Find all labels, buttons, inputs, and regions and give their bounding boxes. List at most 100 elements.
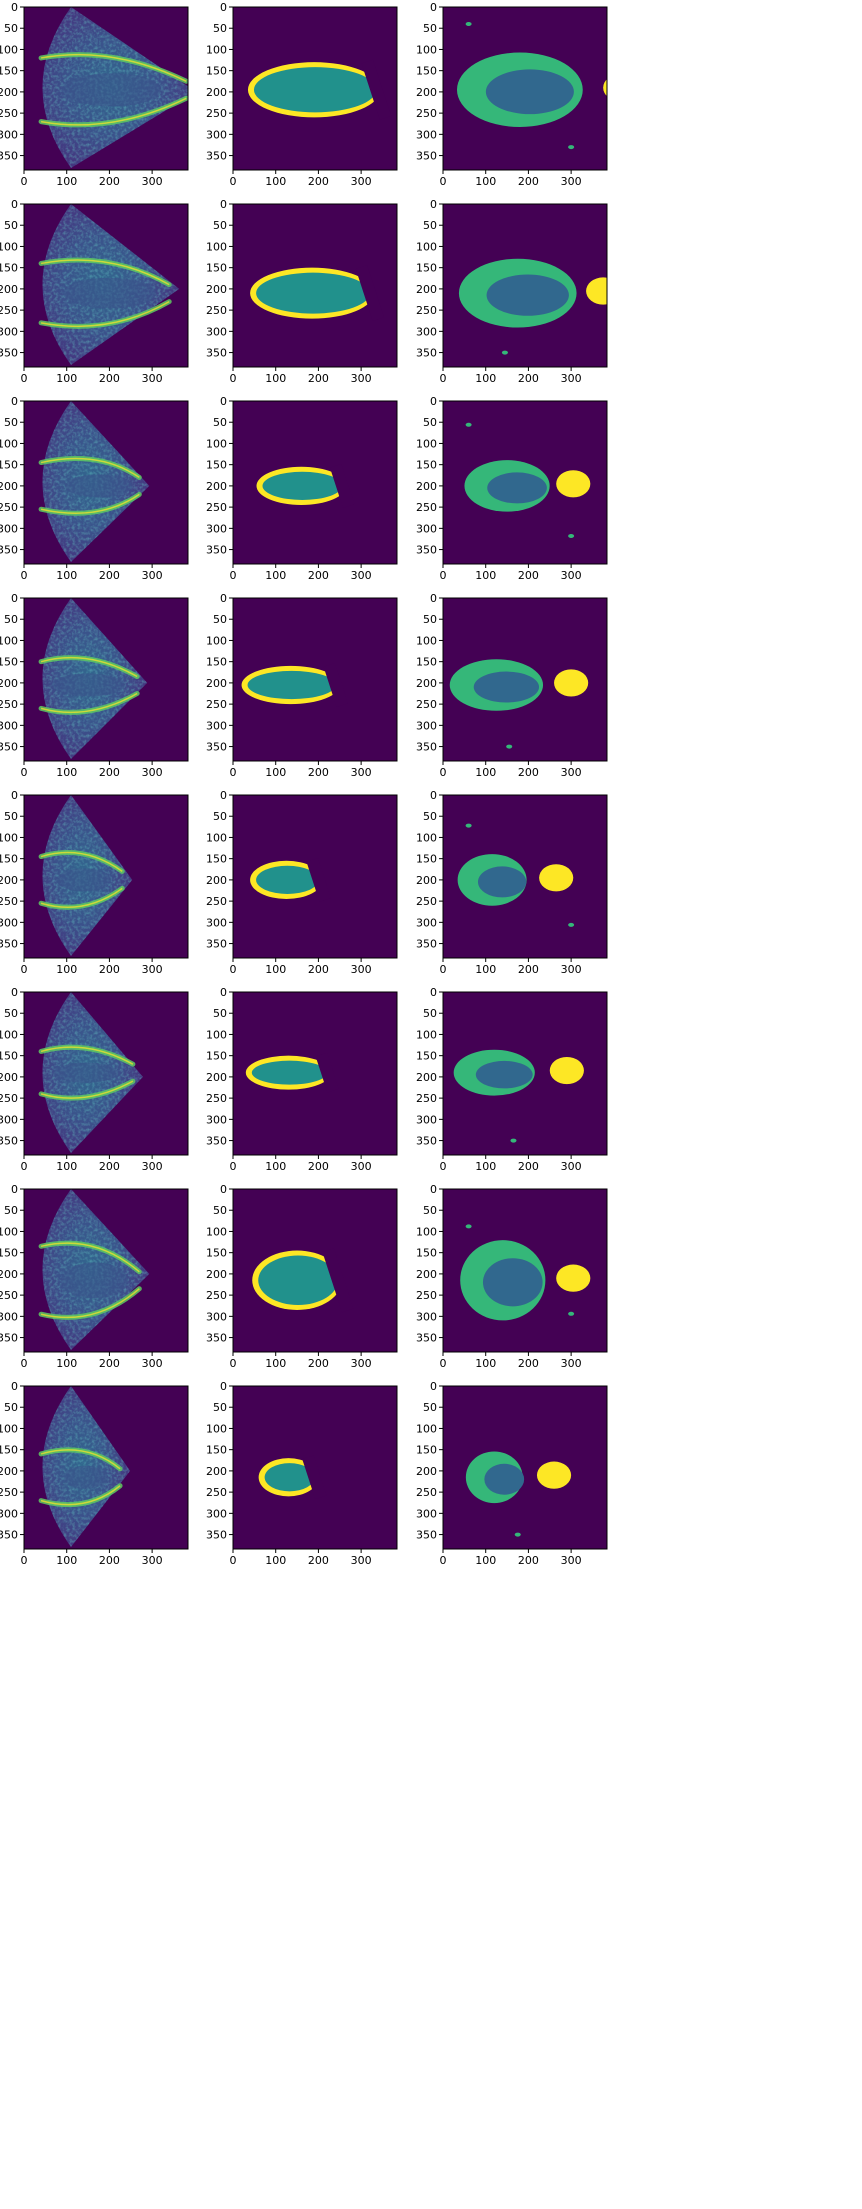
predicted-mask-panel: 0 100 200 300 0 50 100 150 200 250 300 350 [416, 592, 608, 779]
x-tick-label: 200 [99, 372, 120, 385]
ventricle-cavity [256, 272, 370, 314]
echogenic-highlight [40, 656, 138, 678]
y-tick-label: 0 [220, 1380, 227, 1393]
y-tick-label: 200 [206, 874, 227, 887]
y-tick-label: 50 [423, 416, 437, 429]
x-tick-label: 300 [142, 963, 163, 976]
y-tick-label: 150 [206, 1444, 227, 1457]
y-tick-label: 300 [206, 916, 227, 929]
y-tick-label: 200 [416, 1268, 437, 1281]
x-tick-label: 300 [351, 372, 372, 385]
panel-frame [23, 203, 189, 368]
y-tick-label: 150 [0, 1247, 18, 1260]
y-tick-label: 100 [206, 1225, 227, 1238]
x-tick-label: 0 [440, 1554, 447, 1567]
valve-cut [323, 663, 348, 707]
predicted-noise-blob [465, 422, 472, 427]
y-tick-label: 50 [4, 22, 18, 35]
y-tick-label: 50 [213, 1204, 227, 1217]
x-tick-label: 200 [99, 1357, 120, 1370]
y-tick-label: 0 [11, 198, 18, 211]
y-tick-label: 100 [0, 437, 18, 450]
echogenic-highlight [40, 1080, 134, 1099]
y-tick-label: 100 [416, 831, 437, 844]
ultrasound-image-content [24, 204, 188, 367]
y-tick-label: 100 [0, 831, 18, 844]
predicted-noise-blob [465, 823, 472, 828]
y-tick-label: 100 [0, 240, 18, 253]
y-tick-label: 350 [416, 938, 437, 951]
predicted-mask-content [443, 1189, 607, 1352]
ultrasound-image-panel: 0 100 200 300 0 50 100 150 200 250 300 350 [0, 1183, 189, 1370]
y-tick-label: 250 [416, 895, 437, 908]
x-tick-label: 0 [440, 175, 447, 188]
y-tick-label: 200 [206, 1268, 227, 1281]
predicted-noise-blob [568, 145, 575, 150]
y-tick-label: 250 [0, 107, 18, 120]
y-tick-label: 150 [416, 656, 437, 669]
y-tick-label: 350 [416, 150, 437, 163]
x-tick-label: 200 [518, 175, 539, 188]
panel-frame [232, 597, 398, 762]
x-tick-label: 300 [142, 766, 163, 779]
y-tick-label: 250 [206, 501, 227, 514]
x-tick-label: 300 [142, 372, 163, 385]
y-tick-label: 300 [416, 719, 437, 732]
dark-chamber [60, 1262, 129, 1299]
y-tick-label: 200 [0, 86, 18, 99]
y-tick-label: 250 [206, 698, 227, 711]
y-tick-label: 350 [416, 347, 437, 360]
y-tick-label: 300 [416, 128, 437, 141]
panel-frame [442, 597, 608, 762]
ground-truth-mask-content [233, 204, 397, 367]
y-tick-label: 200 [416, 874, 437, 887]
y-tick-label: 250 [0, 1289, 18, 1302]
x-tick-label: 300 [561, 1160, 582, 1173]
panel-frame [232, 203, 398, 368]
x-tick-label: 100 [265, 1357, 286, 1370]
ground-truth-mask-panel: 0 100 200 300 0 50 100 150 200 250 300 350 [206, 1380, 398, 1567]
y-tick-label: 200 [416, 480, 437, 493]
predicted-yellow-region [556, 1264, 591, 1292]
x-tick-label: 300 [561, 1554, 582, 1567]
y-tick-label: 50 [4, 1007, 18, 1020]
y-tick-label: 0 [220, 1, 227, 14]
x-tick-label: 100 [475, 1160, 496, 1173]
ultrasound-image-content [24, 7, 188, 170]
dark-chamber [51, 673, 125, 697]
x-tick-label: 200 [308, 372, 329, 385]
x-tick-label: 300 [351, 766, 372, 779]
y-tick-label: 350 [206, 1135, 227, 1148]
y-tick-label: 350 [416, 1135, 437, 1148]
echogenic-highlight [40, 493, 140, 514]
ultrasound-image-content [24, 598, 188, 761]
y-tick-label: 300 [416, 1310, 437, 1323]
y-tick-label: 0 [11, 1380, 18, 1393]
echogenic-highlight [40, 851, 123, 873]
y-tick-label: 200 [416, 1071, 437, 1084]
x-tick-label: 300 [351, 569, 372, 582]
y-tick-label: 0 [11, 986, 18, 999]
y-tick-label: 300 [0, 128, 18, 141]
ground-truth-mask-content [233, 992, 397, 1155]
y-tick-label: 200 [0, 480, 18, 493]
ultrasound-image-content [24, 1189, 188, 1352]
x-tick-label: 100 [475, 372, 496, 385]
y-tick-label: 200 [0, 283, 18, 296]
panel-frame [442, 991, 608, 1156]
y-tick-label: 350 [0, 150, 18, 163]
predicted-mask-panel: 0 100 200 300 0 50 100 150 200 250 300 350 [416, 1380, 608, 1567]
predicted-mask-panel: 0 100 200 300 0 50 100 150 200 250 300 350 [416, 986, 608, 1173]
ultrasound-image-panel: 0 100 200 300 0 50 100 150 200 250 300 350 [0, 789, 189, 976]
y-tick-label: 200 [0, 1465, 18, 1478]
valve-cut [355, 265, 385, 322]
predicted-mask-content [443, 401, 607, 564]
y-tick-label: 150 [416, 262, 437, 275]
y-tick-label: 350 [206, 544, 227, 557]
ultrasound-image-panel: 0 100 200 300 0 50 100 150 200 250 300 350 [0, 395, 189, 582]
y-tick-label: 300 [206, 522, 227, 535]
echogenic-highlight [40, 1485, 121, 1506]
predicted-yellow-region [603, 79, 607, 97]
y-tick-label: 350 [416, 1529, 437, 1542]
